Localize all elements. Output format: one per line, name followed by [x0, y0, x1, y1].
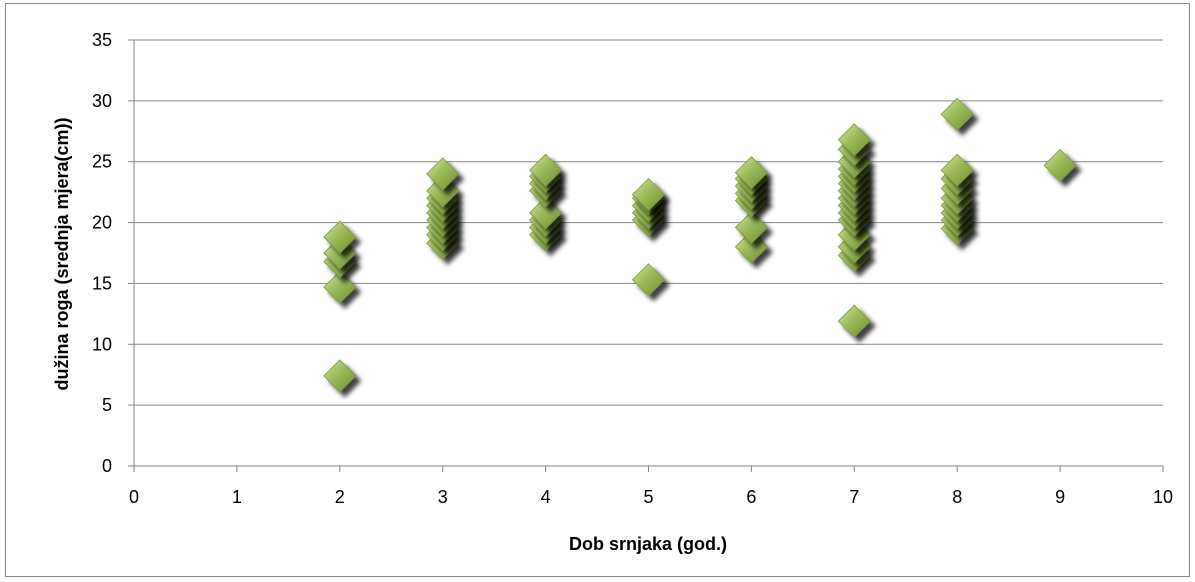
data-point: [631, 263, 666, 297]
data-point: [529, 196, 563, 230]
y-tick-label: 5: [102, 395, 112, 415]
y-tick-label: 35: [92, 30, 112, 50]
axes: [128, 39, 1164, 472]
data-points: [323, 97, 1077, 393]
x-tick-label: 9: [1055, 487, 1065, 507]
x-tick-labels: 0 1 2 3 4 5 6 7 8 9 10: [129, 487, 1173, 507]
data-point: [1043, 148, 1077, 182]
y-tick-label: 0: [102, 456, 112, 476]
data-point: [323, 220, 357, 254]
data-point: [323, 270, 357, 304]
y-tick-label: 20: [92, 213, 112, 233]
y-tick-labels: 0 5 10 15 20 25 30 35: [92, 30, 112, 476]
x-tick-label: 4: [541, 487, 551, 507]
x-tick-label: 3: [438, 487, 448, 507]
x-tick-label: 0: [129, 487, 139, 507]
y-tick-label: 15: [92, 273, 112, 293]
data-point: [837, 304, 871, 338]
data-point: [734, 230, 768, 264]
y-tick-label: 25: [92, 152, 112, 172]
y-tick-label: 30: [92, 91, 112, 111]
x-tick-label: 5: [643, 487, 653, 507]
x-tick-label: 7: [849, 487, 859, 507]
data-point: [323, 359, 357, 393]
data-point: [426, 174, 460, 208]
y-axis-title: dužina roga (srednja mjera(cm)): [52, 117, 72, 390]
data-point: [837, 123, 871, 157]
data-point: [734, 210, 768, 245]
data-point: [734, 156, 768, 190]
data-point: [940, 153, 974, 187]
x-tick-label: 2: [335, 487, 345, 507]
data-point: [940, 97, 974, 131]
data-point: [529, 153, 563, 187]
y-tick-label: 10: [92, 334, 112, 354]
x-tick-label: 6: [746, 487, 756, 507]
chart-frame: [5, 3, 1190, 577]
data-point: [631, 178, 666, 212]
x-axis-title: Dob srnjaka (god.): [569, 534, 727, 554]
x-tick-label: 8: [952, 487, 962, 507]
x-tick-label: 10: [1153, 487, 1173, 507]
gridlines: [134, 39, 1163, 406]
data-point: [426, 157, 460, 191]
x-tick-label: 1: [232, 487, 242, 507]
